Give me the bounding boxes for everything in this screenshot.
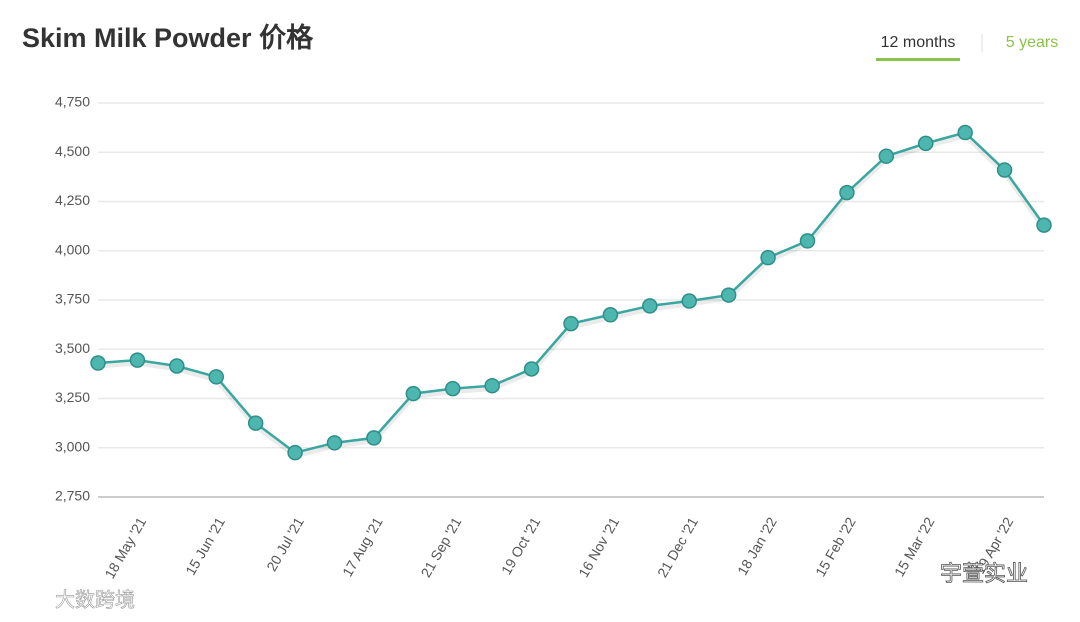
y-tick-label: 4,000 [55, 241, 90, 257]
y-tick-label: 3,500 [55, 340, 90, 356]
point [208, 369, 224, 385]
point [484, 377, 500, 394]
y-tick-label: 3,250 [55, 389, 90, 405]
y-tick-label: 3,000 [55, 438, 90, 454]
x-tick-label: 21 Dec '21 [654, 514, 701, 580]
point [523, 361, 540, 377]
x-tick-label: 19 Oct '21 [498, 514, 544, 577]
point [366, 430, 382, 446]
point [602, 307, 619, 323]
tab-5-years[interactable]: 5 years [1006, 34, 1058, 51]
plot: 2,750 3,000 3,250 3,500 3,750 4,000 4,250 4,500… [55, 94, 1052, 581]
point [878, 148, 895, 164]
point [1036, 217, 1052, 233]
point [169, 358, 185, 374]
point [563, 315, 579, 332]
point [839, 184, 855, 201]
x-tick-label: 18 May '21 [101, 514, 149, 581]
point [681, 293, 697, 309]
point [326, 435, 343, 451]
point [720, 287, 737, 303]
point [957, 124, 973, 141]
tab-12-months[interactable]: 12 months [881, 34, 956, 51]
line-shadow [97, 132, 1047, 459]
y-tick-label: 2,750 [55, 488, 90, 504]
point [405, 385, 422, 402]
point [996, 162, 1013, 178]
y-tick-label: 4,250 [55, 192, 90, 208]
watermark: 宇萱实业 [940, 561, 1028, 586]
x-tick-label: 17 Aug '21 [339, 514, 386, 579]
x-tick-label: 15 Feb '22 [812, 514, 859, 579]
y-tick-label: 4,500 [55, 143, 90, 159]
watermark: 大数跨境 [55, 588, 135, 611]
tab-underline [876, 58, 960, 61]
x-tick-label: 16 Nov '21 [575, 514, 622, 580]
x-tick-label: 15 Mar '22 [891, 514, 938, 579]
y-tick-label: 3,750 [55, 291, 90, 307]
y-tick-label: 4,750 [55, 94, 90, 110]
x-tick-label: 15 Jun '21 [182, 514, 228, 578]
point [445, 380, 461, 397]
point [287, 444, 303, 461]
x-tick-label: 20 Jul '21 [263, 514, 307, 574]
chart-title: Skim Milk Powder 价格 [22, 23, 314, 53]
point [799, 233, 816, 249]
x-tick-label: 21 Sep '21 [417, 514, 464, 580]
point [642, 298, 658, 314]
point [760, 249, 776, 266]
line [97, 131, 1046, 455]
point [918, 135, 934, 152]
point [90, 355, 106, 371]
x-tick-label: 18 Jan '22 [734, 514, 780, 578]
point [247, 415, 264, 431]
point [129, 352, 146, 368]
